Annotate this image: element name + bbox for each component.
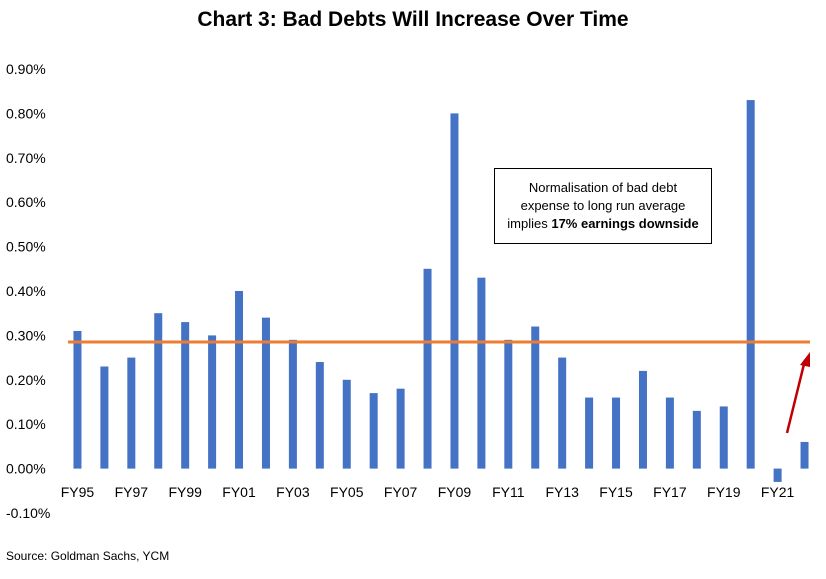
bar xyxy=(261,317,270,469)
bar xyxy=(181,322,190,469)
bar xyxy=(746,100,755,469)
bar xyxy=(719,406,728,469)
bar xyxy=(477,277,486,469)
bar xyxy=(288,339,297,469)
y-tick-label: 0.90% xyxy=(6,61,46,77)
chart-title: Chart 3: Bad Debts Will Increase Over Ti… xyxy=(197,8,629,31)
trend-arrow-shaft xyxy=(785,359,807,434)
bar xyxy=(531,326,540,469)
x-tick-label: FY95 xyxy=(61,484,95,500)
bar xyxy=(235,291,244,469)
bar xyxy=(665,397,674,469)
x-tick-label: FY15 xyxy=(599,484,633,500)
annotation-highlight: 17% earnings downside xyxy=(551,216,699,231)
bar xyxy=(612,397,621,469)
y-tick-label: 0.60% xyxy=(6,194,46,210)
bar xyxy=(342,379,351,469)
annotation-box: Normalisation of bad debt expense to lon… xyxy=(494,168,712,244)
annotation-line-1: Normalisation of bad debt xyxy=(528,180,678,195)
x-tick-label: FY09 xyxy=(438,484,472,500)
annotation-line-3-prefix: implies xyxy=(507,216,552,231)
y-tick-label: 0.70% xyxy=(6,150,46,166)
annotation-line-2: expense to long run average xyxy=(520,198,686,213)
bar xyxy=(73,330,82,469)
x-tick-label: FY01 xyxy=(222,484,256,500)
x-tick-label: FY19 xyxy=(707,484,741,500)
bar xyxy=(369,393,378,469)
bar xyxy=(638,370,647,469)
x-tick-label: FY13 xyxy=(545,484,579,500)
y-tick-label: 0.00% xyxy=(6,461,46,477)
bar xyxy=(127,357,136,469)
bar xyxy=(585,397,594,469)
x-tick-label: FY17 xyxy=(653,484,687,500)
bar xyxy=(315,362,324,469)
bar xyxy=(208,335,217,469)
bar xyxy=(396,388,405,469)
y-tick-label: 0.20% xyxy=(6,372,46,388)
trend-arrow-head xyxy=(800,352,810,367)
bar xyxy=(423,268,432,469)
y-tick-label: 0.80% xyxy=(6,105,46,121)
y-tick-label: 0.50% xyxy=(6,239,46,255)
bar xyxy=(154,313,163,469)
bar xyxy=(450,113,459,469)
y-tick-label: -0.10% xyxy=(6,505,50,521)
x-tick-label: FY07 xyxy=(384,484,418,500)
bar xyxy=(773,468,782,482)
x-tick-label: FY05 xyxy=(330,484,364,500)
x-tick-label: FY21 xyxy=(761,484,795,500)
bar xyxy=(800,441,809,469)
bar xyxy=(692,410,701,469)
x-tick-label: FY97 xyxy=(115,484,149,500)
y-tick-label: 0.40% xyxy=(6,283,46,299)
x-tick-label: FY11 xyxy=(492,484,525,500)
bar xyxy=(504,339,513,469)
source-note: Source: Goldman Sachs, YCM xyxy=(6,549,170,563)
x-tick-label: FY99 xyxy=(168,484,202,500)
y-tick-label: 0.10% xyxy=(6,416,46,432)
annotation-line-3: implies 17% earnings downside xyxy=(507,215,698,233)
x-tick-label: FY03 xyxy=(276,484,310,500)
bar xyxy=(558,357,567,469)
y-tick-label: 0.30% xyxy=(6,327,46,343)
bar xyxy=(100,366,109,469)
